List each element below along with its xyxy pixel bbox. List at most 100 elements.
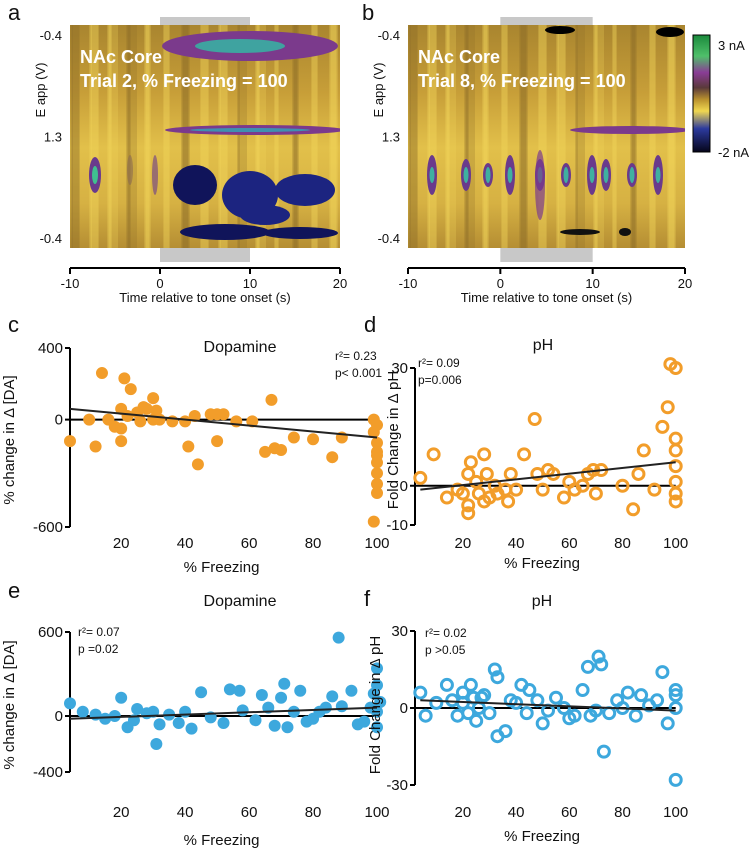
y-tick-label: 0: [55, 708, 63, 725]
data-point: [134, 415, 147, 428]
data-point: [76, 705, 89, 718]
heatmap-blob: [92, 166, 98, 184]
data-point: [439, 677, 454, 692]
data-point: [367, 515, 380, 528]
heatmap-streak: [446, 25, 449, 248]
heatmap: [70, 25, 340, 248]
heatmap-streak: [428, 25, 437, 248]
data-point: [668, 494, 683, 509]
x-tick-label: 40: [508, 804, 525, 821]
heatmap-title: NAc Core: [80, 47, 162, 67]
x-tick-label: 80: [614, 535, 631, 552]
heatmap-streak: [501, 25, 508, 248]
heatmap-streak: [464, 25, 469, 248]
heatmap-streak: [466, 25, 475, 248]
tone-bar-top: [500, 17, 593, 25]
heatmap-streak: [483, 25, 488, 248]
data-point: [594, 657, 609, 672]
data-point: [575, 683, 590, 698]
heatmap-blob: [535, 150, 545, 220]
x-tick-label: 40: [508, 535, 525, 552]
data-point: [591, 649, 606, 664]
panel-letter: f: [364, 586, 371, 611]
heatmap-streak: [146, 25, 149, 248]
data-point: [153, 718, 166, 731]
heatmap-blob: [195, 39, 285, 53]
heatmap-blob: [655, 167, 661, 183]
heatmap-streak: [144, 25, 151, 248]
x-axis-label: % Freezing: [504, 555, 580, 572]
heatmap-streak: [89, 25, 92, 248]
heatmap-streak: [256, 25, 259, 248]
heatmap-streak: [409, 25, 418, 248]
data-point: [265, 393, 278, 406]
heatmap-blob: [560, 229, 600, 235]
heatmap-streak: [576, 25, 585, 248]
heatmap-streak: [292, 25, 299, 248]
y-tick-label: -30: [386, 777, 408, 794]
data-point: [371, 679, 384, 692]
heatmap-streak: [218, 25, 221, 248]
data-point: [115, 422, 128, 435]
data-point: [463, 677, 478, 692]
panel-letter: e: [8, 578, 20, 603]
x-tick-label: 60: [561, 804, 578, 821]
heatmap-streak: [667, 25, 676, 248]
heatmap-streak: [649, 25, 656, 248]
stats-text: p=0.006: [418, 373, 462, 387]
heatmap-streak: [595, 25, 604, 248]
heatmap: [408, 25, 685, 248]
panel-letter: d: [364, 312, 376, 337]
data-point: [153, 413, 166, 426]
y-tick-label: 0: [55, 412, 63, 429]
y-tick-label: 0: [400, 478, 408, 495]
data-point: [548, 690, 563, 705]
heatmap-title: Trial 2, % Freezing = 100: [80, 71, 288, 91]
x-tick-label: 10: [585, 276, 599, 291]
heatmap-streak: [70, 25, 73, 248]
data-point: [469, 713, 484, 728]
data-point: [217, 717, 230, 729]
data-point: [463, 455, 478, 470]
data-point: [626, 502, 641, 517]
heatmap-blob: [545, 26, 575, 34]
y-tick-label: 0: [400, 700, 408, 717]
data-point: [634, 688, 649, 703]
heatmap-blob: [463, 167, 469, 183]
data-point: [64, 697, 76, 710]
data-point: [268, 719, 281, 732]
heatmap-streak: [71, 25, 80, 248]
data-point: [509, 482, 524, 497]
heatmap-streak: [109, 25, 118, 248]
x-tick-label: 20: [455, 804, 472, 821]
x-tick-label: 100: [663, 804, 688, 821]
heatmap-title: NAc Core: [418, 47, 500, 67]
data-point: [371, 467, 384, 480]
chart-title: Dopamine: [204, 339, 277, 356]
data-point: [287, 705, 300, 718]
heatmap-streak: [275, 25, 278, 248]
heatmap-blob: [262, 227, 338, 239]
data-point: [371, 486, 384, 499]
data-point: [556, 490, 571, 505]
y-tick-label: 600: [38, 624, 63, 641]
data-point: [668, 459, 683, 474]
data-point: [628, 708, 643, 723]
heatmap-streak: [410, 25, 417, 248]
data-point: [236, 704, 249, 717]
data-point: [211, 435, 224, 448]
heatmap-streak: [201, 25, 208, 248]
y-tick-label: -0.4: [40, 28, 62, 43]
data-point: [179, 705, 192, 718]
stats-text: r²= 0.07: [78, 625, 120, 639]
x-tick-label: -10: [399, 276, 418, 291]
heatmap-blob: [485, 167, 491, 183]
data-point: [374, 696, 387, 708]
heatmap-streak: [219, 25, 228, 248]
heatmap-streak: [632, 25, 635, 248]
tone-bar-top: [160, 17, 250, 25]
data-point: [541, 703, 556, 718]
data-point: [655, 419, 670, 434]
data-point: [631, 466, 646, 481]
